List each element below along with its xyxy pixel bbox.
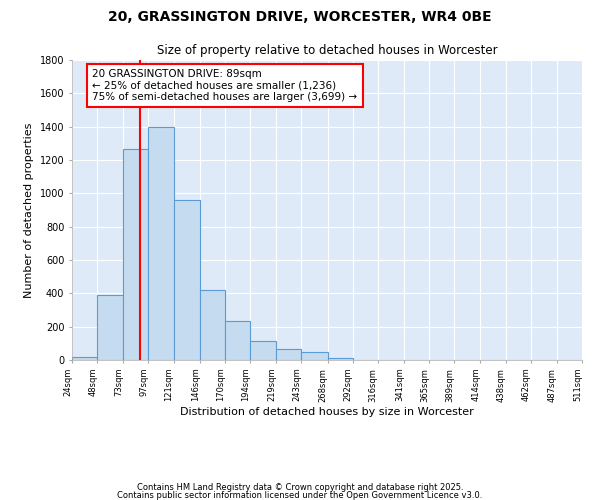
Bar: [301, 352, 328, 360]
Text: Contains public sector information licensed under the Open Government Licence v3: Contains public sector information licen…: [118, 490, 482, 500]
Bar: [124, 149, 148, 360]
Bar: [225, 321, 250, 360]
Bar: [173, 200, 200, 360]
Bar: [72, 356, 97, 360]
Bar: [328, 358, 353, 360]
Bar: [200, 290, 225, 360]
Bar: [276, 348, 301, 360]
Bar: [97, 295, 124, 360]
Bar: [148, 126, 173, 360]
Title: Size of property relative to detached houses in Worcester: Size of property relative to detached ho…: [157, 44, 497, 58]
Text: 20 GRASSINGTON DRIVE: 89sqm
← 25% of detached houses are smaller (1,236)
75% of : 20 GRASSINGTON DRIVE: 89sqm ← 25% of det…: [92, 69, 358, 102]
Y-axis label: Number of detached properties: Number of detached properties: [24, 122, 34, 298]
Bar: [250, 341, 276, 360]
X-axis label: Distribution of detached houses by size in Worcester: Distribution of detached houses by size …: [180, 407, 474, 417]
Text: Contains HM Land Registry data © Crown copyright and database right 2025.: Contains HM Land Registry data © Crown c…: [137, 484, 463, 492]
Text: 20, GRASSINGTON DRIVE, WORCESTER, WR4 0BE: 20, GRASSINGTON DRIVE, WORCESTER, WR4 0B…: [108, 10, 492, 24]
